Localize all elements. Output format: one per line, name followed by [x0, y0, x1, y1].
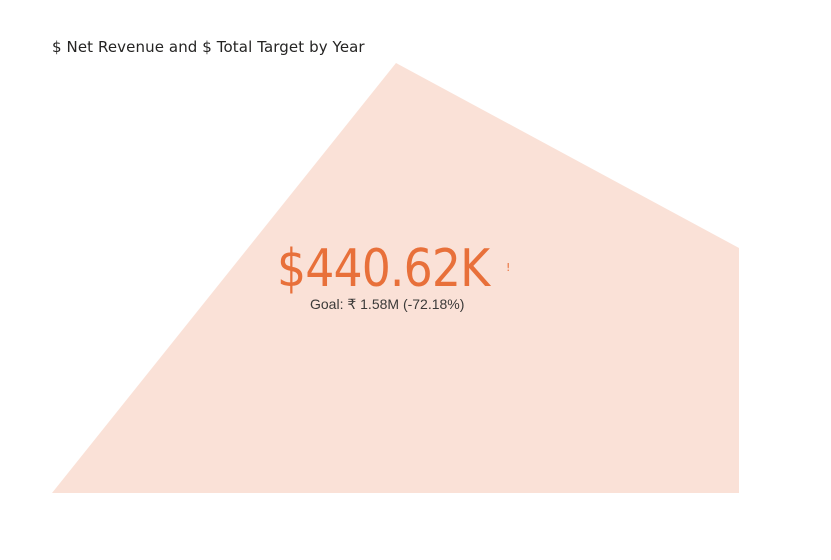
trend-area: [52, 63, 739, 493]
exclamation-icon[interactable]: !: [506, 261, 511, 274]
chart-title: $ Net Revenue and $ Total Target by Year: [52, 38, 365, 56]
goal-label: Goal: ₹ 1.58M (-72.18%): [310, 296, 465, 312]
kpi-value: $440.62K: [277, 239, 490, 299]
